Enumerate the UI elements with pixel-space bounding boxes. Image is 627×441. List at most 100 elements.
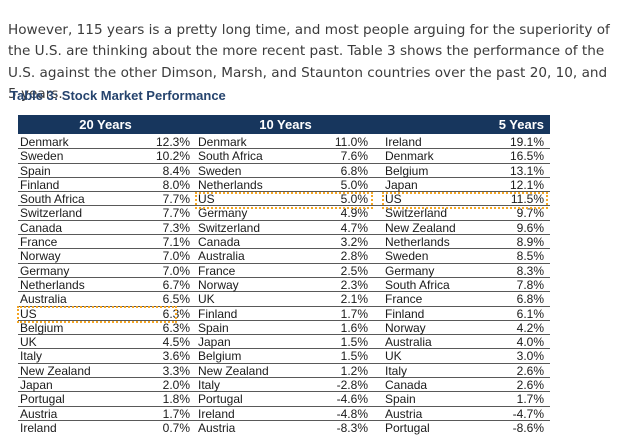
value-5-years: 4.2%: [516, 320, 544, 335]
table-row: Portugal 1.8% Portugal -4.6% Spain 1.7%: [18, 392, 550, 407]
country-10-years: Netherlands: [198, 177, 263, 192]
value-5-years: 8.3%: [516, 263, 544, 278]
country-20-years: South Africa: [20, 192, 85, 207]
country-20-years: Finland: [20, 177, 60, 192]
value-20-years: 8.0%: [162, 177, 190, 192]
value-10-years: 2.8%: [340, 249, 368, 264]
value-10-years: 1.5%: [340, 349, 368, 364]
table-row: Netherlands 6.7% Norway 2.3% South Afric…: [18, 277, 550, 293]
country-20-years: Belgium: [20, 320, 64, 335]
table-row: UK 4.5% Japan 1.5% Australia 4.0%: [18, 335, 550, 350]
value-5-years: 2.6%: [516, 363, 544, 378]
country-5-years: Sweden: [385, 249, 429, 264]
country-5-years: US: [385, 192, 402, 207]
country-10-years: Australia: [198, 249, 245, 264]
value-10-years: 1.7%: [340, 306, 368, 321]
country-5-years: Norway: [385, 320, 426, 335]
value-10-years: 5.0%: [340, 177, 368, 192]
value-5-years: -4.7%: [512, 406, 544, 421]
table-row: Australia 6.5% UK 2.1% France 6.8%: [18, 292, 550, 307]
table-row: Japan 2.0% Italy -2.8% Canada 2.6%: [18, 378, 550, 393]
country-10-years: Italy: [198, 378, 221, 393]
country-20-years: Portugal: [20, 392, 65, 407]
value-20-years: 1.8%: [162, 392, 190, 407]
table-row: Sweden 10.2% South Africa 7.6% Denmark 1…: [18, 149, 550, 164]
country-5-years: France: [385, 292, 423, 307]
value-20-years: 7.3%: [162, 220, 190, 235]
country-5-years: UK: [385, 349, 402, 364]
table-row: France 7.1% Canada 3.2% Netherlands 8.9%: [18, 235, 550, 250]
country-5-years: Canada: [385, 378, 428, 393]
country-10-years: US: [198, 192, 215, 207]
table-row: US 6.3% Finland 1.7% Finland 6.1%: [18, 307, 550, 321]
value-20-years: 1.7%: [162, 406, 190, 421]
country-5-years: Netherlands: [385, 235, 450, 250]
country-20-years: Norway: [20, 249, 61, 264]
value-20-years: 4.5%: [162, 335, 190, 350]
value-5-years: 8.9%: [516, 235, 544, 250]
value-5-years: 19.1%: [509, 135, 544, 149]
country-5-years: New Zealand: [385, 220, 456, 235]
country-20-years: Canada: [20, 220, 63, 235]
stock-performance-table: Denmark 12.3% Denmark 11.0% Ireland 19.1…: [18, 135, 550, 435]
value-10-years: 4.9%: [340, 206, 368, 221]
table-row: Spain 8.4% Sweden 6.8% Belgium 13.1%: [18, 164, 550, 178]
value-20-years: 7.7%: [162, 192, 190, 207]
country-10-years: Japan: [198, 335, 231, 350]
country-5-years: South Africa: [385, 277, 450, 292]
country-20-years: Germany: [20, 263, 70, 278]
value-10-years: 2.5%: [340, 263, 368, 278]
table-row: Belgium 6.3% Spain 1.6% Norway 4.2%: [18, 320, 550, 336]
value-10-years: -4.6%: [336, 392, 368, 407]
value-20-years: 7.0%: [162, 263, 190, 278]
value-10-years: 6.8%: [340, 163, 368, 178]
table-row: New Zealand 3.3% New Zealand 1.2% Italy …: [18, 363, 550, 379]
country-20-years: Australia: [20, 292, 67, 307]
country-10-years: Portugal: [198, 392, 243, 407]
value-5-years: 12.1%: [509, 177, 544, 192]
value-5-years: 6.8%: [516, 292, 544, 307]
value-5-years: 8.5%: [516, 249, 544, 264]
value-10-years: 5.0%: [340, 192, 368, 207]
country-5-years: Germany: [385, 263, 435, 278]
table-row: Denmark 12.3% Denmark 11.0% Ireland 19.1…: [18, 135, 550, 150]
value-20-years: 6.5%: [162, 292, 190, 307]
country-10-years: Spain: [198, 320, 229, 335]
country-10-years: New Zealand: [198, 363, 269, 378]
country-5-years: Japan: [385, 177, 418, 192]
country-5-years: Austria: [385, 406, 423, 421]
header-10-years: 10 Years: [193, 115, 378, 134]
table-row: Finland 8.0% Netherlands 5.0% Japan 12.1…: [18, 177, 550, 193]
table-row: Norway 7.0% Australia 2.8% Sweden 8.5%: [18, 249, 550, 264]
value-5-years: -8.6%: [512, 420, 544, 435]
table-row: Switzerland 7.7% Germany 4.9% Switzerlan…: [18, 206, 550, 221]
country-10-years: Switzerland: [198, 220, 261, 235]
country-20-years: Netherlands: [20, 277, 85, 292]
value-20-years: 7.1%: [162, 235, 190, 250]
country-5-years: Australia: [385, 335, 432, 350]
country-20-years: Ireland: [20, 420, 57, 435]
value-5-years: 4.0%: [516, 335, 544, 350]
value-5-years: 13.1%: [509, 163, 544, 178]
country-10-years: Finland: [198, 306, 238, 321]
country-10-years: France: [198, 263, 236, 278]
value-5-years: 1.7%: [516, 392, 544, 407]
country-20-years: UK: [20, 335, 37, 350]
country-20-years: New Zealand: [20, 363, 91, 378]
country-5-years: Portugal: [385, 420, 430, 435]
value-10-years: 7.6%: [340, 149, 368, 164]
country-10-years: Canada: [198, 235, 241, 250]
table-row: Ireland 0.7% Austria -8.3% Portugal -8.6…: [18, 421, 550, 435]
value-10-years: -8.3%: [336, 420, 368, 435]
value-5-years: 6.1%: [516, 306, 544, 321]
country-5-years: Belgium: [385, 163, 429, 178]
value-20-years: 12.3%: [155, 135, 190, 149]
country-5-years: Denmark: [385, 149, 434, 164]
value-20-years: 3.3%: [162, 363, 190, 378]
value-5-years: 11.5%: [510, 192, 544, 207]
value-20-years: 7.7%: [162, 206, 190, 221]
country-10-years: Denmark: [198, 135, 247, 149]
value-20-years: 6.3%: [162, 320, 190, 335]
country-20-years: Spain: [20, 163, 51, 178]
value-20-years: 0.7%: [162, 420, 190, 435]
